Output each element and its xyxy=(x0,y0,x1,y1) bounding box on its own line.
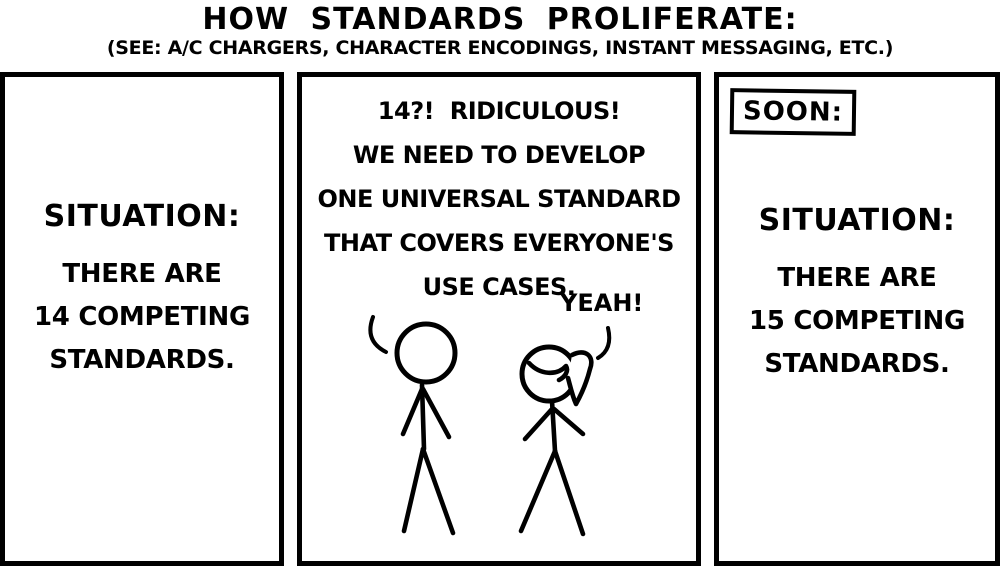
speech-tail-left xyxy=(368,315,388,354)
man-torso xyxy=(419,382,427,452)
speech-line: USE CASES. xyxy=(422,273,576,301)
situation-line: 14 COMPETING xyxy=(33,302,251,332)
speech-line: WE NEED TO DEVELOP xyxy=(352,141,646,169)
situation-heading: SITUATION: xyxy=(758,203,956,238)
man-left-leg xyxy=(401,446,426,534)
panel-current-situation: SITUATION: THERE ARE 14 COMPETING STANDA… xyxy=(0,72,284,566)
ponytail-stick-figure xyxy=(518,344,594,537)
speech-line: THAT COVERS EVERYONE'S xyxy=(324,229,674,257)
man-right-leg xyxy=(420,446,456,536)
speech-line: ONE UNIVERSAL STANDARD xyxy=(317,185,681,213)
man-right-arm xyxy=(420,386,452,440)
situation-text-block: SITUATION: THERE ARE 14 COMPETING STANDA… xyxy=(5,199,279,382)
speech-tail-right xyxy=(596,326,612,360)
situation-line: 15 COMPETING xyxy=(748,306,966,336)
ponytail-left-leg xyxy=(518,448,558,534)
situation-text-block: SITUATION: THERE ARE 15 COMPETING STANDA… xyxy=(719,203,995,386)
man-left-arm xyxy=(400,386,425,437)
man-head xyxy=(394,321,458,385)
situation-heading: SITUATION: xyxy=(43,199,241,234)
comic-subtitle: (SEE: A/C CHARGERS, CHARACTER ENCODINGS,… xyxy=(106,37,894,59)
ponytail-right-leg xyxy=(552,448,586,537)
soon-caption-box: SOON: xyxy=(729,88,857,136)
man-stick-figure xyxy=(394,321,458,536)
situation-line: THERE ARE xyxy=(777,263,937,293)
speech-line: 14?! RIDICULOUS! xyxy=(377,97,621,125)
situation-line: THERE ARE xyxy=(62,259,222,289)
soon-caption: SOON: xyxy=(742,96,844,128)
panel-conversation: 14?! RIDICULOUS! WE NEED TO DEVELOP ONE … xyxy=(297,72,701,566)
ponytail-hair xyxy=(565,350,594,407)
panel-soon-situation: SOON: SITUATION: THERE ARE 15 COMPETING … xyxy=(714,72,1000,566)
reply-text: YEAH! xyxy=(560,289,644,317)
situation-line: STANDARDS. xyxy=(764,349,950,379)
ponytail-bangs xyxy=(526,360,570,383)
ponytail-left-arm xyxy=(522,406,555,442)
stick-figures-drawing xyxy=(368,315,612,537)
speech-text-block: 14?! RIDICULOUS! WE NEED TO DEVELOP ONE … xyxy=(302,89,696,309)
situation-line: STANDARDS. xyxy=(49,345,235,375)
comic-title: HOW STANDARDS PROLIFERATE: xyxy=(202,2,798,37)
ponytail-right-arm xyxy=(551,406,586,437)
